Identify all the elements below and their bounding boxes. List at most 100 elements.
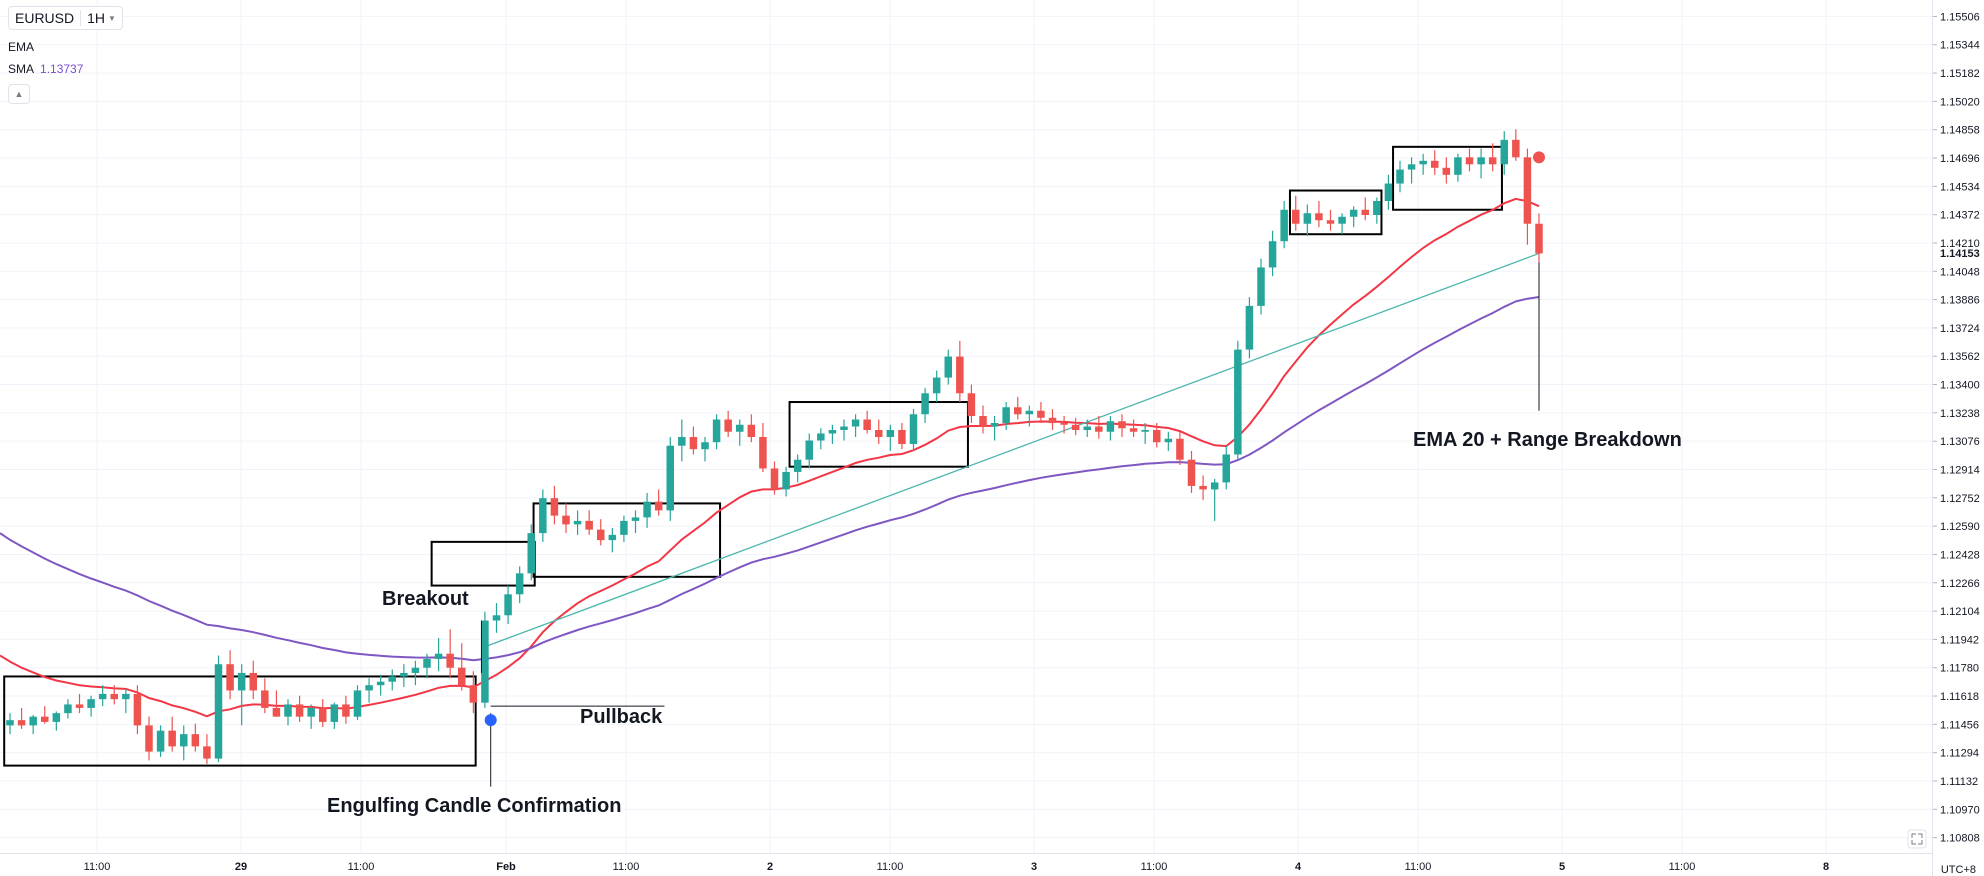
time-tick-label: 2 <box>767 861 773 873</box>
candle-body <box>319 707 327 722</box>
candle <box>689 426 698 455</box>
price-tick-label: 1.14858 <box>1940 125 1980 137</box>
sma-line <box>0 296 1540 662</box>
candle <box>979 405 987 434</box>
ema-20-line <box>0 197 1540 718</box>
candle-body <box>110 693 118 700</box>
annotation-label: Pullback <box>580 706 663 728</box>
candle <box>52 711 61 731</box>
candle <box>898 423 906 450</box>
candle-body <box>1199 485 1207 490</box>
candle <box>75 693 84 714</box>
candle-body <box>1396 169 1404 184</box>
price-tick-label: 1.14696 <box>1940 153 1980 165</box>
candle <box>180 725 188 761</box>
candle-body <box>909 414 918 444</box>
candle-body <box>1164 438 1173 443</box>
candle-body <box>840 426 848 430</box>
price-tick-label: 1.14048 <box>1940 266 1980 278</box>
price-axis[interactable]: 1.15506 1.15344 1.15182 1.15020 1.14858 1.146… <box>1932 0 1980 876</box>
candle-body <box>1222 454 1230 483</box>
candle-body <box>41 716 49 722</box>
candle <box>793 454 802 483</box>
symbol-name[interactable]: EURUSD <box>15 10 75 26</box>
candle <box>1465 148 1474 172</box>
candle-body <box>782 471 790 490</box>
candle <box>863 410 871 434</box>
candle-body <box>1535 223 1543 254</box>
candle <box>1048 409 1057 430</box>
candle-body <box>805 440 813 460</box>
grid <box>0 0 1932 853</box>
candle-body <box>1419 160 1427 165</box>
candle <box>17 707 26 729</box>
time-axis[interactable]: 11:00 29 11:00 Feb 11:00 2 11:00 3 11:00 4 11:00 5 1… <box>0 829 1932 873</box>
candle <box>1303 204 1312 236</box>
candle-body <box>539 498 547 534</box>
price-tick-label: 1.13562 <box>1940 351 1980 363</box>
candle-body <box>1488 157 1497 165</box>
candle <box>1407 157 1416 184</box>
candle <box>990 416 999 441</box>
symbol-selector[interactable]: EURUSD 1H ▼ <box>8 6 123 30</box>
annotations: Breakout Pullback Engulfing Candle Confirm… <box>327 151 1682 817</box>
annotation-label: EMA 20 + Range Breakdown <box>1413 429 1682 451</box>
candle-body <box>492 615 501 621</box>
candle <box>1060 416 1068 434</box>
price-tick-label: 1.14372 <box>1940 210 1980 222</box>
timeframe-selector[interactable]: 1H ▼ <box>87 10 116 26</box>
time-tick-label: 29 <box>235 861 247 873</box>
candle-body <box>1153 429 1161 443</box>
time-tick-label: 11:00 <box>348 861 375 873</box>
candle <box>145 716 153 761</box>
candle-body <box>1512 139 1520 158</box>
trendline <box>484 252 1540 648</box>
collapse-legend-button[interactable]: ▲ <box>8 84 30 104</box>
candle <box>295 695 304 722</box>
timeframe-label: 1H <box>87 10 106 26</box>
legend-sma-row[interactable]: SMA 1.13737 <box>8 58 123 80</box>
candle <box>1083 419 1091 437</box>
candle-body <box>967 393 976 417</box>
buy-marker-dot <box>484 714 497 727</box>
legend-ema-row[interactable]: EMA <box>8 36 123 58</box>
candle <box>1014 396 1022 420</box>
candle <box>550 485 559 525</box>
candle-body <box>1303 213 1312 224</box>
candle-body <box>1245 305 1254 350</box>
candle-body <box>990 423 999 427</box>
candle <box>6 713 14 735</box>
candle-body <box>272 707 281 717</box>
candle <box>712 414 721 450</box>
candle <box>782 466 790 497</box>
candle-body <box>1129 428 1138 432</box>
reset-scale-frame <box>1907 829 1927 849</box>
chevron-up-icon: ▲ <box>14 89 24 99</box>
candle-body <box>608 534 617 541</box>
sell-marker-dot <box>1533 151 1545 164</box>
candle-body <box>1187 459 1196 486</box>
candle <box>1349 206 1358 228</box>
candle <box>1210 478 1219 521</box>
candle <box>1257 258 1265 315</box>
candle <box>828 424 837 444</box>
time-tick-label: 11:00 <box>1405 861 1432 873</box>
candle <box>840 419 848 441</box>
candle <box>678 419 686 462</box>
candle <box>956 340 964 403</box>
candle <box>168 716 176 752</box>
candle-body <box>562 515 570 525</box>
candle-body <box>400 672 408 677</box>
candle-body <box>1025 410 1034 415</box>
candle <box>272 690 281 717</box>
candle-body <box>1384 183 1393 202</box>
candle <box>585 510 593 535</box>
candle <box>1419 153 1427 175</box>
timezone-label[interactable]: UTC+8 <box>1940 864 1976 876</box>
candle <box>1129 419 1138 437</box>
candle <box>1002 402 1010 430</box>
candle-body <box>98 693 107 700</box>
candle-body <box>689 436 698 450</box>
candle <box>909 409 918 451</box>
